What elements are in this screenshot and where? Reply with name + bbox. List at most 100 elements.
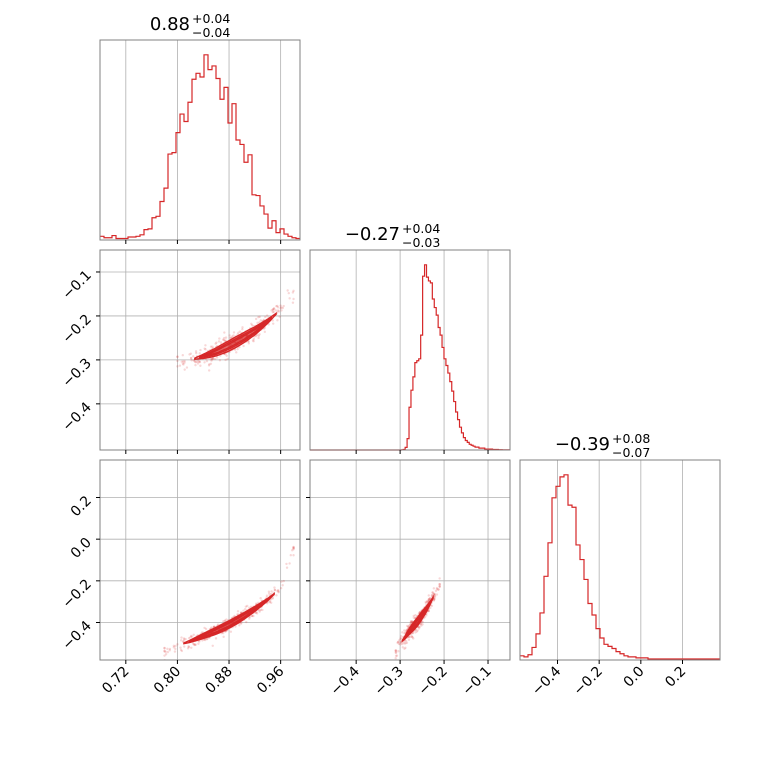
scatter-point [405, 639, 408, 643]
scatter-point [250, 322, 253, 325]
scatter-point [189, 356, 193, 360]
scatter-point [437, 588, 440, 591]
scatter-point [399, 637, 402, 641]
scatter-point [204, 344, 207, 347]
scatter-point [187, 636, 191, 640]
scatter-point [257, 334, 261, 338]
scatter-point [183, 638, 186, 641]
scatter-point [427, 609, 430, 613]
scatter-point [187, 645, 190, 648]
scatter-point [276, 589, 279, 593]
scatter-point [192, 355, 195, 358]
scatter-point [424, 600, 428, 604]
scatter-point [394, 651, 398, 654]
scatter-point [425, 614, 428, 617]
scatter-point [195, 351, 198, 355]
scatter-point [396, 641, 399, 644]
scatter-point [401, 646, 404, 649]
scatter-point [403, 642, 406, 645]
scatter-point [208, 363, 211, 366]
scatter-point [438, 577, 441, 580]
scatter-point [230, 343, 233, 346]
scatter-panel-0-1: −0.4 −0.3 −0.2 −0.1 [59, 249, 301, 454]
x-tick-label: 0.0 [621, 664, 648, 691]
scatter-point [256, 333, 259, 337]
scatter-point [397, 641, 400, 644]
scatter-point [218, 359, 222, 362]
scatter-point [179, 646, 182, 649]
scatter-point [272, 307, 276, 310]
scatter-point [222, 338, 226, 342]
scatter-point [397, 642, 401, 646]
scatter-point [410, 635, 414, 638]
scatter-point [415, 630, 418, 633]
scatter-point [394, 649, 398, 652]
y-tick-label: −0.4 [59, 399, 94, 434]
scatter-point [432, 598, 436, 602]
scatter-point [276, 319, 279, 322]
scatter-point [412, 637, 415, 640]
scatter-point [414, 613, 417, 617]
scatter-point [172, 646, 176, 649]
scatter-point [292, 554, 295, 557]
scatter-point [215, 356, 219, 359]
scatter-point [245, 620, 248, 624]
scatter-point [411, 631, 415, 635]
scatter-point [173, 650, 177, 653]
scatter-point [267, 590, 271, 593]
panel-title: 0.88 +0.04−0.04 [150, 11, 230, 40]
contour-level [194, 311, 277, 360]
scatter-point [246, 604, 249, 608]
scatter-point [282, 304, 285, 308]
scatter-point [164, 653, 168, 656]
scatter-point [261, 608, 264, 612]
scatter-point [292, 545, 295, 549]
scatter-point [408, 624, 411, 627]
scatter-point [405, 629, 408, 632]
title-value: 0.88 [150, 14, 190, 35]
scatter-point [183, 645, 186, 648]
scatter-point [438, 585, 441, 588]
scatter-point [192, 359, 196, 362]
scatter-point [433, 593, 436, 597]
scatter-point [421, 623, 424, 626]
scatter-point [190, 646, 193, 649]
contour-level [183, 592, 275, 645]
scatter-point [207, 364, 211, 367]
scatter-point [174, 644, 177, 648]
scatter-point [211, 357, 215, 360]
scatter-point [203, 626, 206, 630]
scatter-point [163, 647, 166, 650]
x-tick-label: 0.72 [99, 664, 132, 697]
scatter-point [431, 593, 434, 597]
scatter-point [237, 331, 240, 335]
scatter-point [186, 647, 190, 650]
x-tick-label: 0.88 [203, 664, 236, 697]
scatter-point [232, 331, 236, 334]
scatter-point [247, 342, 251, 345]
scatter-point [419, 623, 423, 626]
title-plus: +0.08 [612, 431, 650, 446]
scatter-point [182, 363, 185, 366]
scatter-point [199, 348, 202, 352]
scatter-point [257, 315, 260, 319]
scatter-point [275, 594, 278, 597]
scatter-point [259, 608, 263, 612]
scatter-point [243, 607, 247, 611]
scatter-point [409, 621, 413, 624]
scatter-point [438, 582, 441, 586]
scatter-point [178, 364, 182, 367]
scatter-point [285, 562, 288, 566]
scatter-point [205, 359, 209, 363]
scatter-point [232, 334, 235, 337]
scatter-point [183, 368, 186, 371]
y-tick-label: −0.1 [59, 267, 94, 302]
scatter-point [276, 306, 280, 309]
scatter-point [233, 614, 236, 618]
scatter-point [210, 357, 214, 361]
scatter-point [432, 599, 436, 602]
scatter-point [269, 601, 273, 604]
scatter-point [234, 625, 237, 628]
scatter-point [181, 640, 185, 643]
scatter-point [403, 647, 406, 650]
